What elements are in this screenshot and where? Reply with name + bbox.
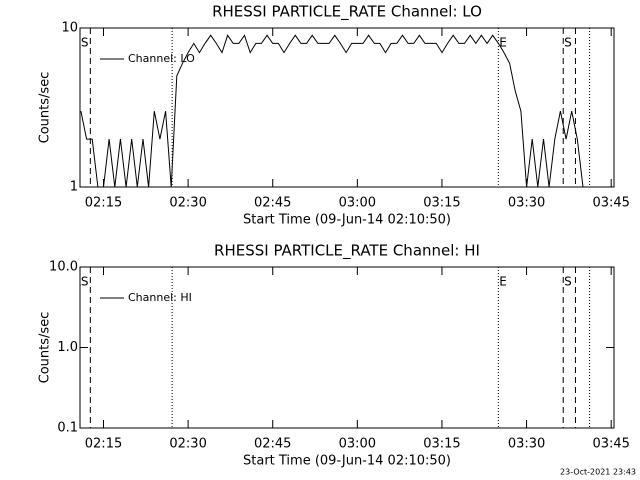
x-tick-label: 02:30 (169, 196, 206, 211)
y-tick-label: 0.1 (57, 421, 78, 436)
x-tick-label: 03:00 (339, 437, 376, 452)
x-tick-label: 03:30 (508, 437, 545, 452)
x-tick-label: 02:45 (254, 196, 291, 211)
y-tick-label: 1.0 (57, 340, 78, 355)
y-tick-label: 10 (61, 21, 78, 36)
y-tick-label: 10.0 (49, 260, 78, 275)
event-label: E (499, 275, 507, 289)
event-label: E (499, 36, 507, 50)
plot-frame (79, 27, 615, 188)
event-label: S (81, 36, 89, 50)
x-tick-label: 02:30 (169, 437, 206, 452)
event-label: S (564, 36, 572, 50)
legend-label: Channel: HI (128, 291, 192, 304)
y-axis-label: Counts/sec (38, 312, 53, 384)
x-tick-label: 03:45 (592, 196, 629, 211)
event-label: S (81, 275, 89, 289)
x-tick-label: 02:15 (85, 437, 122, 452)
legend-label: Channel: LO (128, 52, 195, 65)
timestamp: 23-Oct-2021 23:43 (560, 468, 636, 477)
x-tick-label: 02:45 (254, 437, 291, 452)
x-axis-label: Start Time (09-Jun-14 02:10:50) (243, 213, 451, 228)
x-tick-label: 03:15 (423, 196, 460, 211)
x-axis-label: Start Time (09-Jun-14 02:10:50) (243, 454, 451, 469)
chart-title: RHESSI PARTICLE_RATE Channel: HI (214, 242, 480, 261)
data-line (80, 34, 589, 188)
x-tick-label: 03:00 (339, 196, 376, 211)
x-tick-label: 02:15 (85, 196, 122, 211)
x-tick-label: 03:15 (423, 437, 460, 452)
y-tick-label: 1 (70, 180, 78, 195)
x-tick-label: 03:30 (508, 196, 545, 211)
y-axis-label: Counts/sec (38, 72, 53, 144)
event-label: S (564, 275, 572, 289)
x-tick-label: 03:45 (592, 437, 629, 452)
chart-title: RHESSI PARTICLE_RATE Channel: LO (212, 3, 482, 22)
